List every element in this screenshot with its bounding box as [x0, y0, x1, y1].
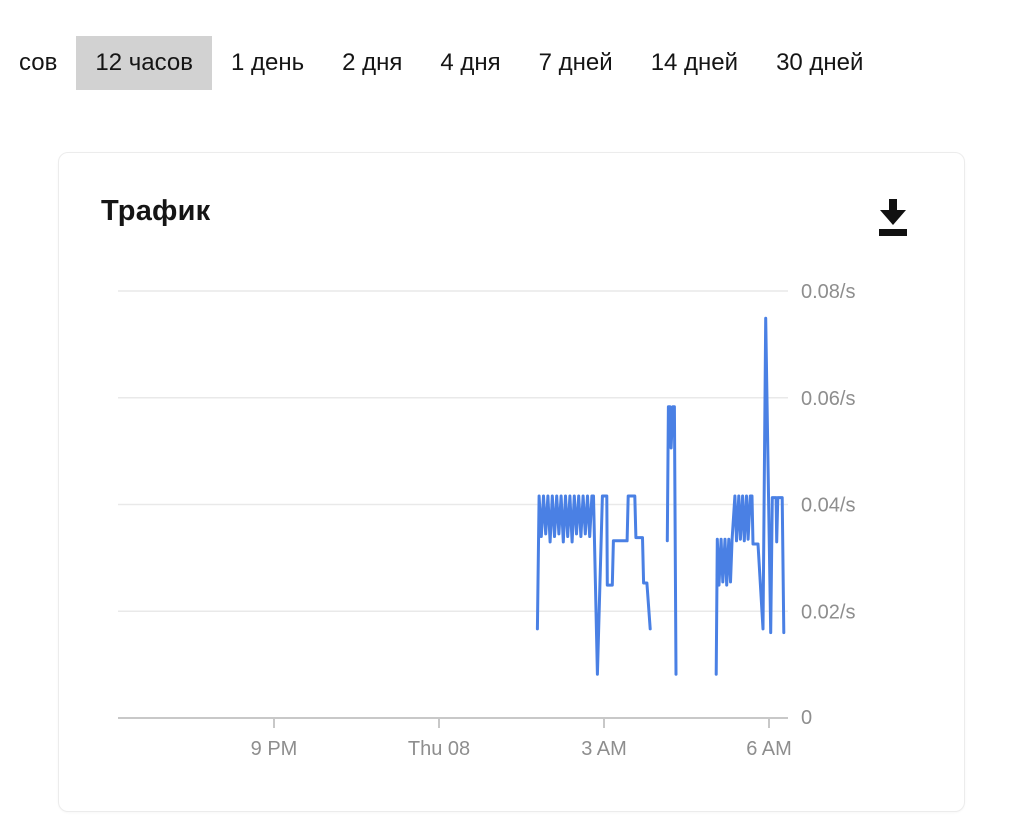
x-tick-label: Thu 08 [408, 738, 470, 760]
tab-30-дней[interactable]: 30 дней [776, 49, 864, 76]
x-tick-label: 9 PM [251, 738, 298, 760]
traffic-series-line [535, 316, 786, 676]
x-tick-label: 6 AM [746, 738, 792, 760]
tab-сов[interactable]: сов [19, 49, 58, 76]
y-tick-label: 0.08/s [801, 281, 855, 303]
y-tick-label: 0.06/s [801, 388, 855, 410]
x-tick-label: 3 AM [581, 738, 627, 760]
traffic-chart-canvas[interactable]: 0.08/s 0.06/s 0.04/s 0.02/s 0 9 PM Thu 08 3 AM 6… [59, 153, 964, 809]
y-tick-label: 0 [801, 707, 812, 729]
download-button[interactable] [877, 197, 909, 239]
card-header: Трафик [59, 153, 964, 239]
download-icon [879, 199, 907, 236]
tab-12-часов[interactable]: 12 часов [76, 36, 212, 90]
tab-1-день[interactable]: 1 день [230, 49, 305, 76]
traffic-card: 0.08/s 0.06/s 0.04/s 0.02/s 0 9 PM Thu 08 3 AM 6… [58, 152, 965, 812]
y-tick-label: 0.02/s [801, 601, 855, 623]
card-title: Трафик [101, 195, 211, 227]
tab-2-дня[interactable]: 2 дня [342, 49, 403, 76]
tab-14-дней[interactable]: 14 дней [650, 49, 739, 76]
tab-7-дней[interactable]: 7 дней [538, 49, 613, 76]
y-tick-label: 0.04/s [801, 495, 855, 517]
tab-4-дня[interactable]: 4 дня [440, 49, 501, 76]
time-range-tabbar: сов 12 часов 1 день 2 дня 4 дня 7 дней 14 дней… [0, 36, 882, 90]
